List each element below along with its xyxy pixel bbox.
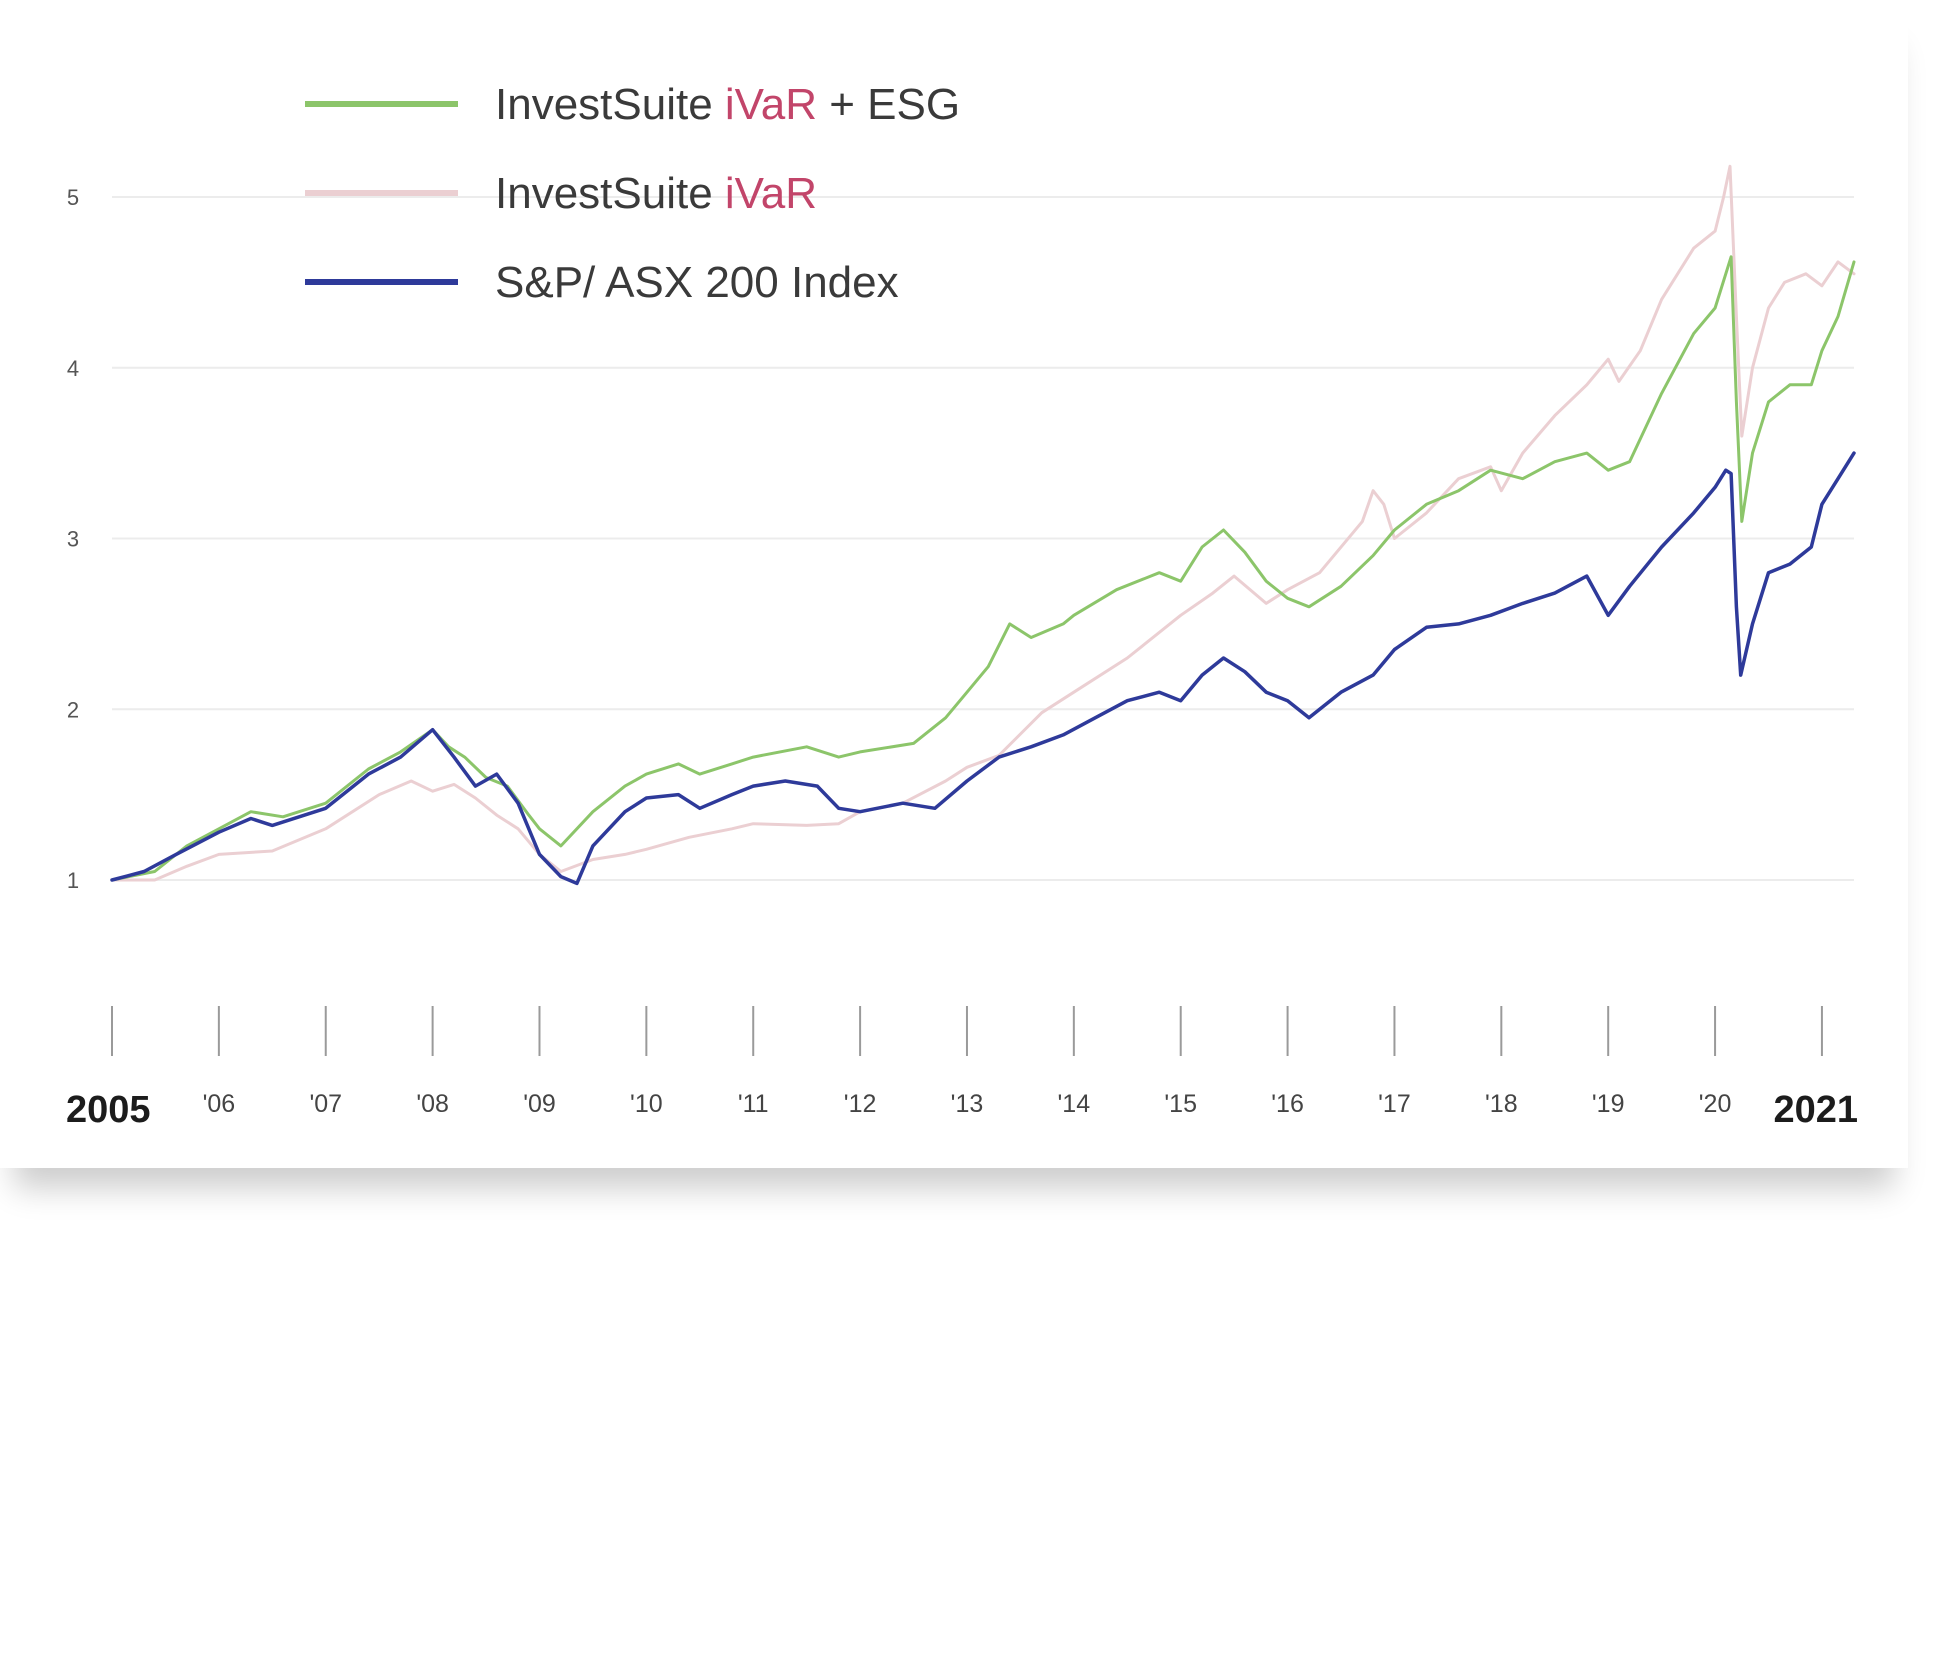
x-axis: 2005 '06 '07 '08 '09 '10 '11 '12 '13 '14 '15 '16 '17… bbox=[66, 1006, 1858, 1131]
y-tick-label: 5 bbox=[67, 185, 79, 210]
x-tick-label: '09 bbox=[523, 1090, 556, 1118]
x-tick-label: '18 bbox=[1485, 1090, 1518, 1118]
legend-label-accent: iVaR bbox=[725, 80, 817, 129]
x-tick-label: '12 bbox=[844, 1090, 877, 1118]
x-tick-label: '13 bbox=[951, 1090, 984, 1118]
y-tick-label: 2 bbox=[67, 697, 79, 722]
legend-label-prefix: InvestSuite bbox=[495, 169, 725, 218]
x-tick-label: '16 bbox=[1271, 1090, 1304, 1118]
legend-label-prefix: InvestSuite bbox=[495, 80, 725, 129]
x-tick-label: '11 bbox=[738, 1090, 769, 1118]
x-tick-label: '07 bbox=[309, 1090, 342, 1118]
y-tick-label: 4 bbox=[67, 356, 79, 381]
y-tick-label: 3 bbox=[67, 527, 79, 552]
x-tick-label: '19 bbox=[1592, 1090, 1625, 1118]
series-line-esg bbox=[110, 255, 1856, 882]
legend-label-accent: iVaR bbox=[725, 169, 817, 218]
legend-label-ivar: InvestSuite iVaR bbox=[495, 169, 817, 218]
chart-card: 1 2 3 4 5 2005 '06 '07 '08 '09 '10 '11 '12 '13 '14 '15… bbox=[66, 80, 1858, 1131]
x-tick-label: '15 bbox=[1164, 1090, 1197, 1118]
series-line-ivar bbox=[110, 164, 1856, 882]
x-tick-label: '06 bbox=[203, 1090, 236, 1118]
legend-label-index: S&P/ ASX 200 Index bbox=[495, 258, 899, 307]
x-tick-label: '14 bbox=[1058, 1090, 1091, 1118]
gridlines bbox=[112, 196, 1854, 881]
y-axis: 1 2 3 4 5 bbox=[67, 185, 79, 893]
legend-label-suffix: + ESG bbox=[817, 80, 960, 129]
series-lines bbox=[110, 164, 1856, 886]
series-line-index bbox=[110, 451, 1856, 886]
x-tick-label: '10 bbox=[630, 1090, 663, 1118]
line-chart: 1 2 3 4 5 2005 '06 '07 '08 '09 '10 '11 '12 '13 '14 '15… bbox=[66, 80, 1858, 1131]
x-tick-label: 2005 bbox=[66, 1089, 151, 1131]
x-tick-label: '17 bbox=[1378, 1090, 1411, 1118]
legend-label-prefix: S&P/ ASX 200 Index bbox=[495, 258, 899, 307]
x-tick-label: '08 bbox=[416, 1090, 449, 1118]
y-tick-label: 1 bbox=[67, 868, 79, 893]
legend-label-esg: InvestSuite iVaR + ESG bbox=[495, 80, 960, 129]
x-tick-label: '20 bbox=[1699, 1090, 1732, 1118]
x-tick-label: 2021 bbox=[1773, 1089, 1858, 1131]
